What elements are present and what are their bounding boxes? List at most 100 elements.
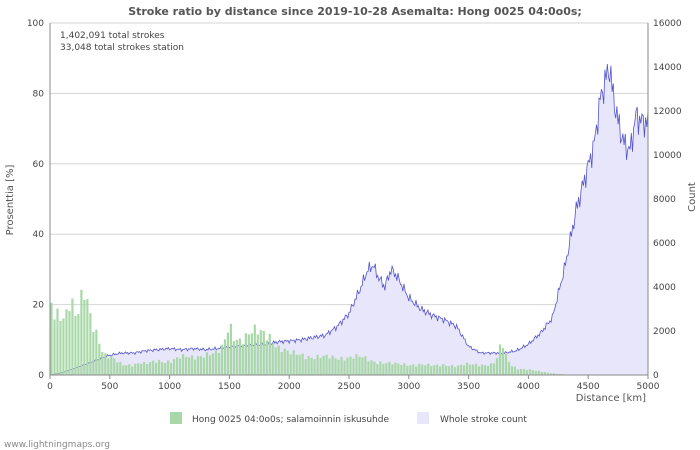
ratio-bar xyxy=(178,358,182,375)
ratio-bar xyxy=(77,314,80,375)
ratio-bar xyxy=(262,330,265,375)
ratio-bar xyxy=(406,365,409,375)
ratio-bar xyxy=(181,354,185,375)
ratio-bar xyxy=(471,364,475,375)
x-axis-label: Distance [km] xyxy=(576,393,646,404)
legend-swatch-count xyxy=(417,412,429,424)
ratio-bar xyxy=(546,372,549,375)
y-left-tick-label: 80 xyxy=(33,89,45,99)
ratio-bar xyxy=(208,355,212,375)
ratio-bar xyxy=(469,364,472,375)
ratio-bar xyxy=(65,309,68,375)
ratio-bar xyxy=(439,366,442,375)
ratio-bar xyxy=(232,341,235,375)
ratio-bar xyxy=(164,362,167,375)
ratio-bar xyxy=(379,361,382,375)
y-right-axis-label: Count xyxy=(687,182,698,212)
y-right-tick-label: 16000 xyxy=(653,19,682,29)
ratio-bar xyxy=(53,319,56,375)
x-tick-label: 0 xyxy=(47,382,53,392)
ratio-bar xyxy=(549,373,552,375)
x-tick-label: 1000 xyxy=(158,382,181,392)
ratio-bar xyxy=(540,371,543,375)
ratio-bar xyxy=(340,356,343,375)
ratio-bar xyxy=(325,354,328,375)
ratio-bar xyxy=(421,364,424,375)
ratio-bar xyxy=(59,321,62,375)
ratio-bar xyxy=(433,365,436,375)
ratio-bar xyxy=(319,357,322,375)
ratio-bar xyxy=(558,373,561,375)
ratio-bar xyxy=(382,363,385,375)
ratio-bar xyxy=(167,360,170,375)
ratio-bar xyxy=(367,361,370,375)
ratio-bar xyxy=(56,308,59,375)
ratio-bar xyxy=(128,364,131,375)
ratio-bar xyxy=(137,363,140,375)
ratio-bar xyxy=(310,357,313,375)
ratio-bar xyxy=(346,357,349,375)
ratio-bar xyxy=(331,355,334,375)
ratio-bar xyxy=(214,350,218,375)
ratio-bar xyxy=(146,364,149,375)
ratio-bar xyxy=(101,352,104,375)
x-tick-label: 3000 xyxy=(397,382,420,392)
ratio-bar xyxy=(220,344,224,375)
ratio-bar xyxy=(537,370,540,375)
ratio-bar xyxy=(460,364,463,375)
y-right-tick-label: 8000 xyxy=(653,195,676,205)
ratio-bar xyxy=(409,365,412,375)
ratio-bar xyxy=(463,365,466,375)
ratio-bar xyxy=(89,313,92,375)
ratio-bar xyxy=(352,358,355,375)
ratio-bar xyxy=(116,362,119,375)
x-tick-label: 1500 xyxy=(218,382,241,392)
ratio-bar xyxy=(292,350,295,375)
ratio-bar xyxy=(483,365,487,375)
ratio-bar xyxy=(268,334,271,375)
y-right-tick-label: 2000 xyxy=(653,327,676,337)
ratio-bar xyxy=(337,359,340,375)
ratio-bar xyxy=(223,339,227,375)
y-right-tick-label: 4000 xyxy=(653,283,676,293)
ratio-bar xyxy=(528,369,531,375)
ratio-bar xyxy=(193,359,197,375)
ratio-bar xyxy=(364,356,367,375)
ratio-bar xyxy=(394,362,397,375)
ratio-bar xyxy=(477,366,481,375)
ratio-bar xyxy=(385,363,388,375)
ratio-bar xyxy=(86,298,89,375)
ratio-bar xyxy=(274,347,277,375)
ratio-bar xyxy=(98,343,101,375)
ratio-bar xyxy=(122,365,125,375)
ratio-bar xyxy=(349,356,352,375)
ratio-bar xyxy=(131,366,134,375)
ratio-bar xyxy=(259,330,262,375)
ratio-bar xyxy=(313,359,316,375)
ratio-bar xyxy=(119,361,122,375)
ratio-bar xyxy=(238,338,241,375)
ratio-bar xyxy=(489,363,493,375)
ratio-bar xyxy=(211,353,215,375)
ratio-bar xyxy=(495,358,499,375)
ratio-bar xyxy=(376,364,379,375)
x-tick-label: 4000 xyxy=(517,382,540,392)
ratio-bar xyxy=(316,354,319,375)
count-line xyxy=(49,63,649,376)
x-tick-label: 3500 xyxy=(457,382,480,392)
ratio-bar xyxy=(397,363,400,375)
ratio-bar xyxy=(187,357,191,375)
ratio-bar xyxy=(525,370,528,375)
y-left-tick-label: 100 xyxy=(27,19,44,29)
tick-labels: 0 500 1000 1500 2000 2500 3000 3500 4000 4500 5000… xyxy=(27,19,682,392)
legend-swatch-ratio xyxy=(170,412,182,424)
info-station-strokes: 33,048 total strokes station xyxy=(60,43,184,53)
y-left-axis-label: Prosenttia [%] xyxy=(5,165,16,236)
ratio-bar xyxy=(152,360,155,375)
y-left-tick-label: 40 xyxy=(33,230,45,240)
ratio-bar xyxy=(501,348,505,375)
ratio-bar xyxy=(143,362,146,375)
ratio-bar xyxy=(534,370,537,375)
x-tick-label: 500 xyxy=(101,382,118,392)
